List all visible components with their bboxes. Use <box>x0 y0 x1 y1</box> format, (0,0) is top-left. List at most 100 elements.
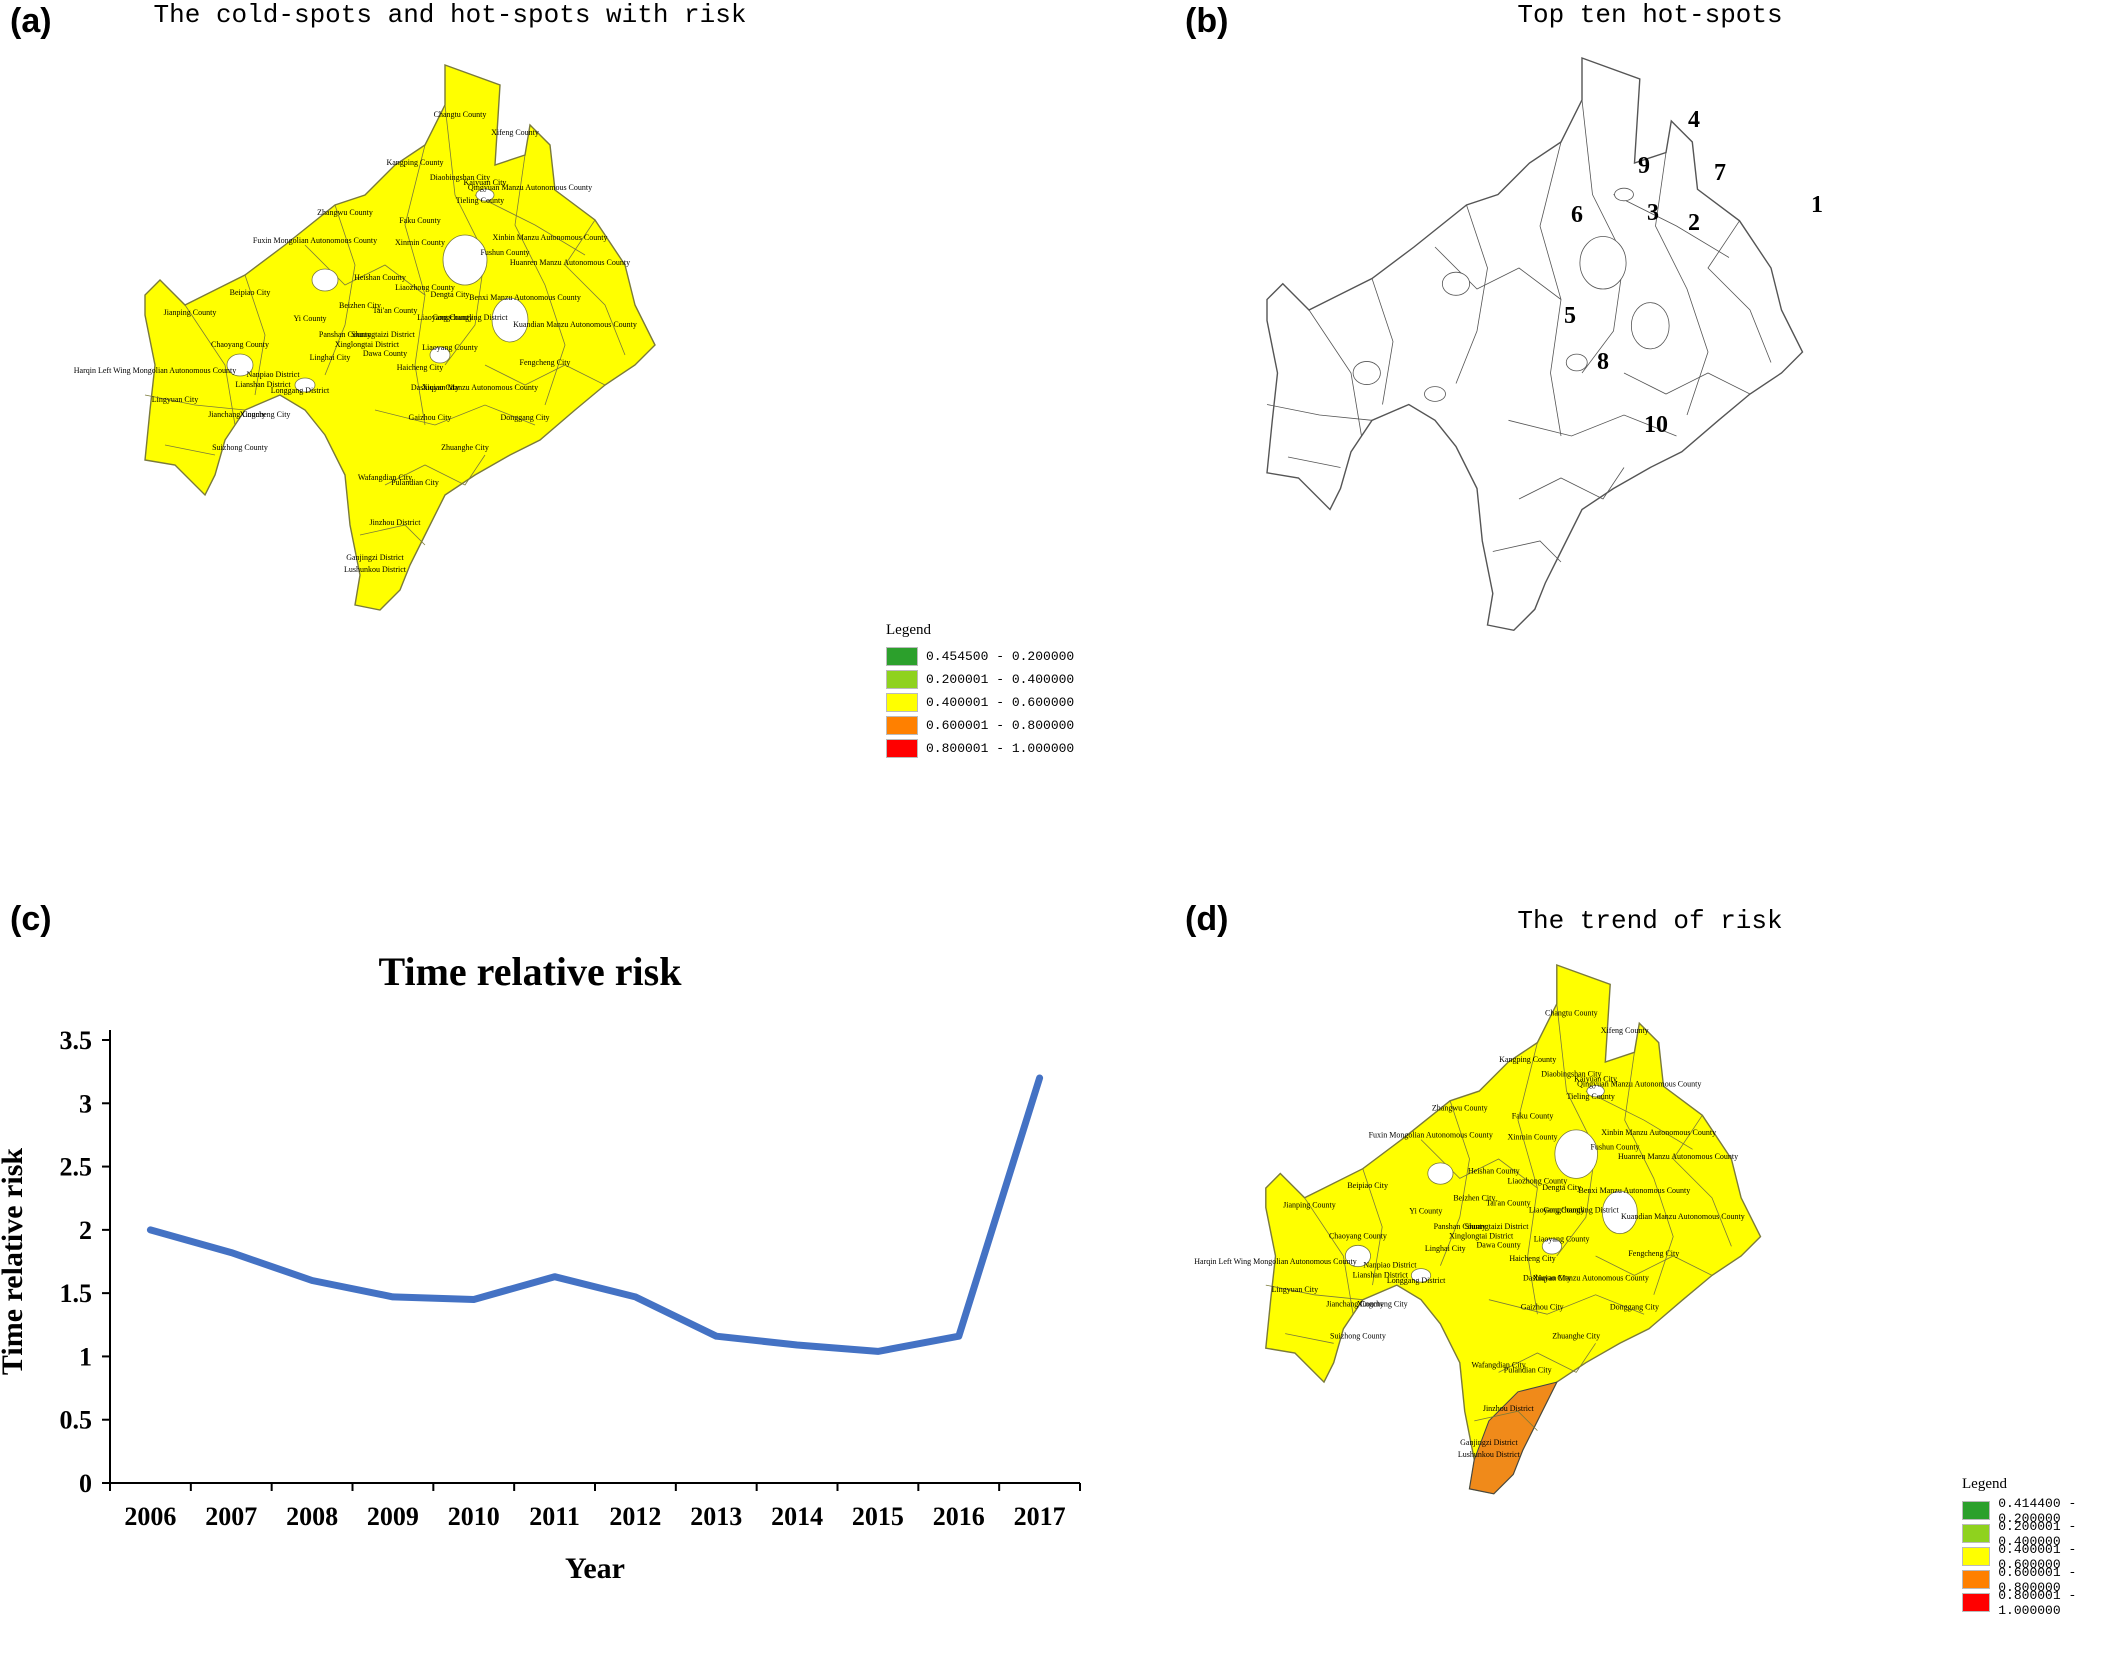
county-label: Nanpiao District <box>1363 1261 1417 1270</box>
county-label: Zhangwu County <box>317 208 373 217</box>
lake-hole <box>1424 386 1446 402</box>
county-label: Dashiqiao City <box>411 383 459 392</box>
county-label: Pulandian City <box>391 478 439 487</box>
county-label: Gongchangling District <box>432 313 508 322</box>
county-label: Chaoyang County <box>1329 1232 1387 1241</box>
data-point <box>956 1334 961 1339</box>
lake-hole <box>1586 1084 1605 1098</box>
county-label: Yi County <box>1409 1206 1442 1215</box>
lake-hole <box>1344 1244 1371 1268</box>
x-tick-label: 2013 <box>690 1502 742 1531</box>
county-label: Faku County <box>1512 1111 1554 1120</box>
county-border <box>514 154 566 406</box>
county-label: Lushunkou District <box>1458 1450 1521 1459</box>
legend-swatch <box>1962 1524 1991 1543</box>
county-label: Shuangtaizi District <box>1465 1222 1530 1231</box>
lake-hole <box>475 188 495 202</box>
county-label: Tai'an County <box>1486 1199 1531 1208</box>
county-border <box>1498 1343 1596 1373</box>
county-label: Donggang City <box>500 413 549 422</box>
hotspot-number: 3 <box>1647 200 1659 226</box>
county-label: Zhuanghe City <box>441 443 489 452</box>
lake-hole <box>294 377 316 393</box>
legend-a-item: 0.454500 - 0.200000 <box>886 645 1074 668</box>
county-label: Liaoyang County <box>417 313 473 322</box>
county-border <box>1508 414 1677 437</box>
hotspot-number: 8 <box>1597 349 1609 375</box>
panel-a-letter: (a) <box>10 2 52 40</box>
panel-b-title: Top ten hot-spots <box>1517 0 1783 30</box>
county-label: Jinzhou District <box>370 518 422 527</box>
county-label: Fengcheng City <box>520 358 571 367</box>
county-label: Tieling County <box>1567 1092 1615 1101</box>
legend-swatch <box>886 670 918 689</box>
county-label: Lianshan District <box>235 380 291 389</box>
panel-d-title: The trend of risk <box>1517 906 1783 936</box>
county-border <box>304 244 426 296</box>
county-border <box>324 204 356 376</box>
series-line <box>146 1074 1044 1355</box>
legend-d-item: 0.414400 - 0.200000 <box>1962 1496 2128 1526</box>
lake-hole <box>1579 236 1627 290</box>
county-label: Ganjingzi District <box>1460 1438 1518 1447</box>
legend-a-item: 0.600001 - 0.800000 <box>886 714 1074 737</box>
county-label: Xinglongtai District <box>335 340 400 349</box>
county-label: Xinbin Manzu Autonomous County <box>493 233 608 242</box>
county-label: Kangping County <box>1499 1055 1556 1064</box>
x-tick-label: 2011 <box>529 1502 580 1531</box>
legend-label: 0.800001 - 1.000000 <box>1998 1587 2077 1618</box>
county-label: Benxi Manzu Autonomous County <box>1579 1186 1691 1195</box>
county-label: Liaoyang County <box>1529 1205 1585 1214</box>
province-outline <box>1265 964 1762 1495</box>
panel-a-title: The cold-spots and hot-spots with risk <box>153 0 747 30</box>
county-label: Panshan County <box>319 330 371 339</box>
county-label: Kangping County <box>386 158 443 167</box>
county-label: Suizhong County <box>1330 1331 1386 1340</box>
y-tick-label: 3 <box>79 1089 92 1118</box>
county-border <box>484 364 606 386</box>
county-label: Changtu County <box>1545 1008 1598 1017</box>
x-tick-label: 2008 <box>286 1502 338 1531</box>
county-label: Jianping County <box>164 308 217 317</box>
x-tick-label: 2014 <box>771 1502 823 1531</box>
county-label: Dawa County <box>1476 1240 1520 1249</box>
data-point <box>552 1274 557 1279</box>
county-label: Shuangtaizi District <box>351 330 416 339</box>
lake-hole <box>1427 1162 1454 1185</box>
county-border <box>1655 152 1709 416</box>
hotspot-number: 6 <box>1571 202 1583 228</box>
legend-a-item: 0.400001 - 0.600000 <box>886 691 1074 714</box>
county-label: Lushunkou District <box>344 565 407 574</box>
hotspot-number: 9 <box>1638 153 1650 179</box>
y-tick-label: 1 <box>79 1342 92 1371</box>
county-border <box>1285 1333 1334 1344</box>
county-label: Gaizhou City <box>409 413 452 422</box>
county-label: Dengta City <box>431 290 470 299</box>
data-point <box>390 1294 395 1299</box>
county-border <box>1420 1139 1538 1189</box>
legend-a-item: 0.800001 - 1.000000 <box>886 737 1074 760</box>
county-label: Xifeng County <box>1601 1026 1649 1035</box>
county-label: Beizhen City <box>339 301 381 310</box>
county-label: Fushun County <box>1590 1142 1639 1151</box>
legend-label: 0.414400 - 0.200000 <box>1998 1495 2077 1526</box>
county-label: Kaiyuan City <box>1574 1074 1617 1083</box>
lake-hole <box>1410 1268 1432 1283</box>
legend-d-item: 0.400001 - 0.600000 <box>1962 1542 2128 1572</box>
county-label: Heishan County <box>1468 1167 1520 1176</box>
county-label: Gaizhou City <box>1521 1302 1564 1311</box>
county-label: Suizhong County <box>212 443 268 452</box>
county-label: Pulandian City <box>1504 1365 1552 1374</box>
county-label: Dashiqiao City <box>1523 1273 1571 1282</box>
county-border <box>1624 1052 1674 1295</box>
county-border <box>1518 467 1625 500</box>
county-label: Xinglongtai District <box>1449 1232 1514 1241</box>
county-label: Jianchang County <box>208 410 266 419</box>
county-border <box>1440 1100 1470 1266</box>
county-label: Nanpiao District <box>246 370 300 379</box>
y-tick-label: 1.5 <box>60 1279 93 1308</box>
county-label: Beipiao City <box>230 288 271 297</box>
lake-hole <box>1441 271 1471 296</box>
county-label: Xiuyan Manzu Autonomous County <box>1533 1273 1649 1282</box>
